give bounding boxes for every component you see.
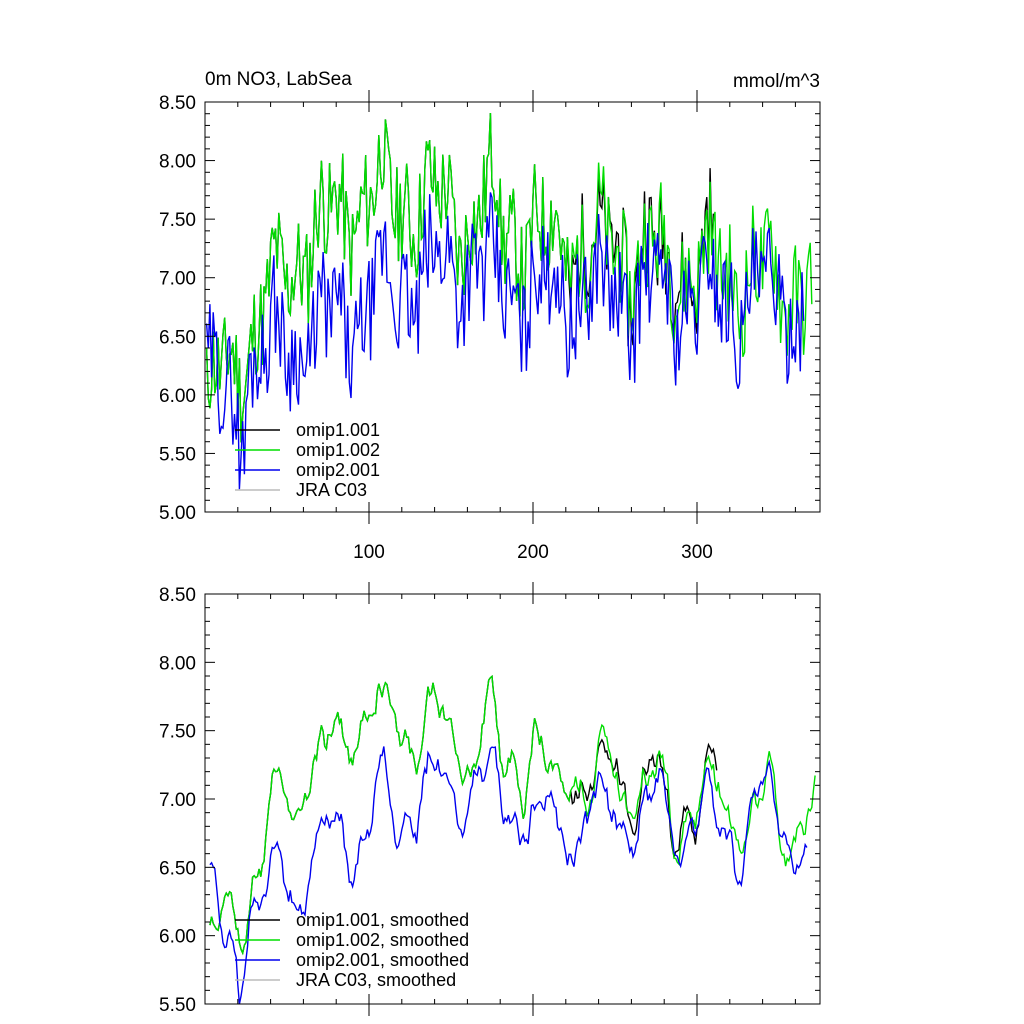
y-tick-label: 5.50 (159, 444, 196, 465)
series-line-omip1-002-smoothed (209, 675, 816, 956)
legend-label: JRA C03, smoothed (296, 970, 456, 990)
legend-label: omip1.002 (296, 440, 380, 460)
y-tick-label: 7.50 (159, 722, 196, 743)
y-tick-label: 6.50 (159, 327, 196, 348)
y-tick-label: 7.00 (159, 790, 196, 811)
y-tick-label: 7.00 (159, 269, 196, 290)
y-tick-label: 6.00 (159, 386, 196, 407)
legend-label: omip2.001, smoothed (296, 950, 469, 970)
series-line-omip2-001-smoothed (209, 746, 808, 1005)
y-tick-label: 6.00 (159, 927, 196, 948)
legend-label: omip1.001, smoothed (296, 910, 469, 930)
legend-label: omip1.002, smoothed (296, 930, 469, 950)
y-tick-label: 6.50 (159, 858, 196, 879)
x-tick-label: 300 (681, 542, 713, 563)
bottom-panel: 5.50 6.00 6.50 7.00 7.50 8.00 8.50 omip1.001, … (159, 582, 821, 1016)
chart-title: 0m NO3, LabSea (205, 69, 352, 90)
y-tick-label: 5.50 (159, 995, 196, 1016)
top-panel: 0m NO3, LabSea mmol/m^3 5.00 5.50 6.00 6.50… (159, 69, 821, 563)
x-tick-label: 200 (517, 542, 549, 563)
legend-label: JRA C03 (296, 480, 367, 500)
units-label: mmol/m^3 (733, 71, 820, 92)
x-tick-label: 100 (353, 542, 385, 563)
y-tick-label: 8.50 (159, 93, 196, 114)
series-line-omip1-002 (205, 112, 813, 443)
legend-label: omip1.001 (296, 420, 380, 440)
y-tick-label: 8.50 (159, 585, 196, 606)
y-tick-label: 5.00 (159, 503, 196, 524)
plot-frame (204, 101, 821, 513)
series-line-omip2-001 (205, 192, 805, 490)
y-tick-label: 8.00 (159, 653, 196, 674)
legend-label: omip2.001 (296, 460, 380, 480)
y-tick-label: 8.00 (159, 152, 196, 173)
y-tick-label: 7.50 (159, 210, 196, 231)
